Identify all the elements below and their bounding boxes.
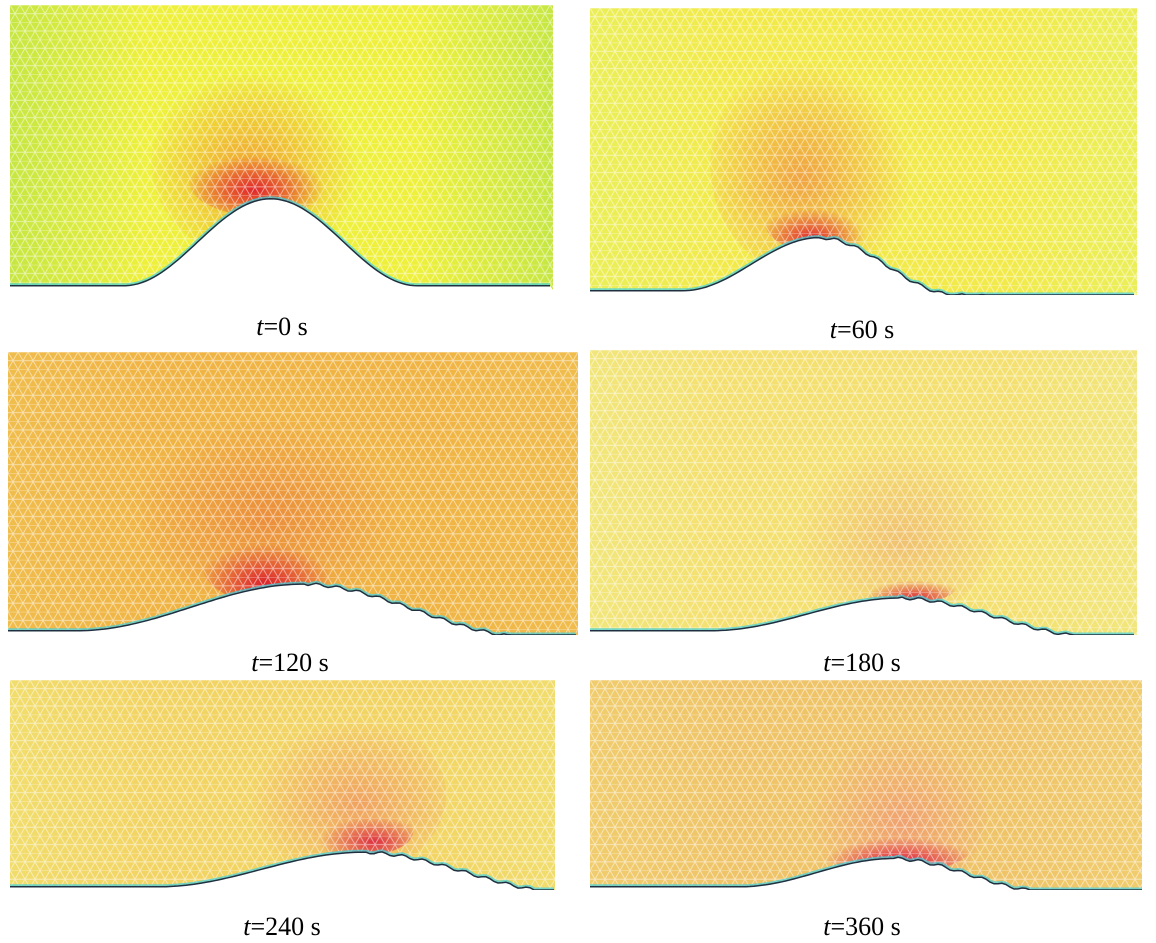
caption-variable: t bbox=[243, 912, 251, 941]
caption: t=120 s bbox=[251, 648, 329, 678]
caption: t=360 s bbox=[823, 912, 901, 942]
caption: t=240 s bbox=[243, 912, 321, 942]
caption-variable: t bbox=[256, 312, 264, 341]
mesh-panel bbox=[8, 352, 578, 635]
caption-text: =180 s bbox=[830, 648, 901, 677]
caption-variable: t bbox=[823, 912, 831, 941]
caption-text: =120 s bbox=[258, 648, 329, 677]
mesh-panel bbox=[10, 5, 553, 290]
mesh-panel bbox=[590, 350, 1137, 635]
caption-variable: t bbox=[823, 648, 831, 677]
mesh-panel bbox=[590, 680, 1142, 890]
caption-text: =240 s bbox=[250, 912, 321, 941]
caption-variable: t bbox=[829, 315, 837, 344]
caption-text: =360 s bbox=[830, 912, 901, 941]
caption: t=60 s bbox=[830, 315, 895, 345]
caption-text: =60 s bbox=[836, 315, 895, 344]
caption-variable: t bbox=[251, 648, 259, 677]
mesh-panel bbox=[590, 8, 1137, 295]
caption: t=180 s bbox=[823, 648, 901, 678]
mesh-panel bbox=[10, 680, 555, 890]
caption-text: =0 s bbox=[263, 312, 308, 341]
caption: t=0 s bbox=[256, 312, 308, 342]
